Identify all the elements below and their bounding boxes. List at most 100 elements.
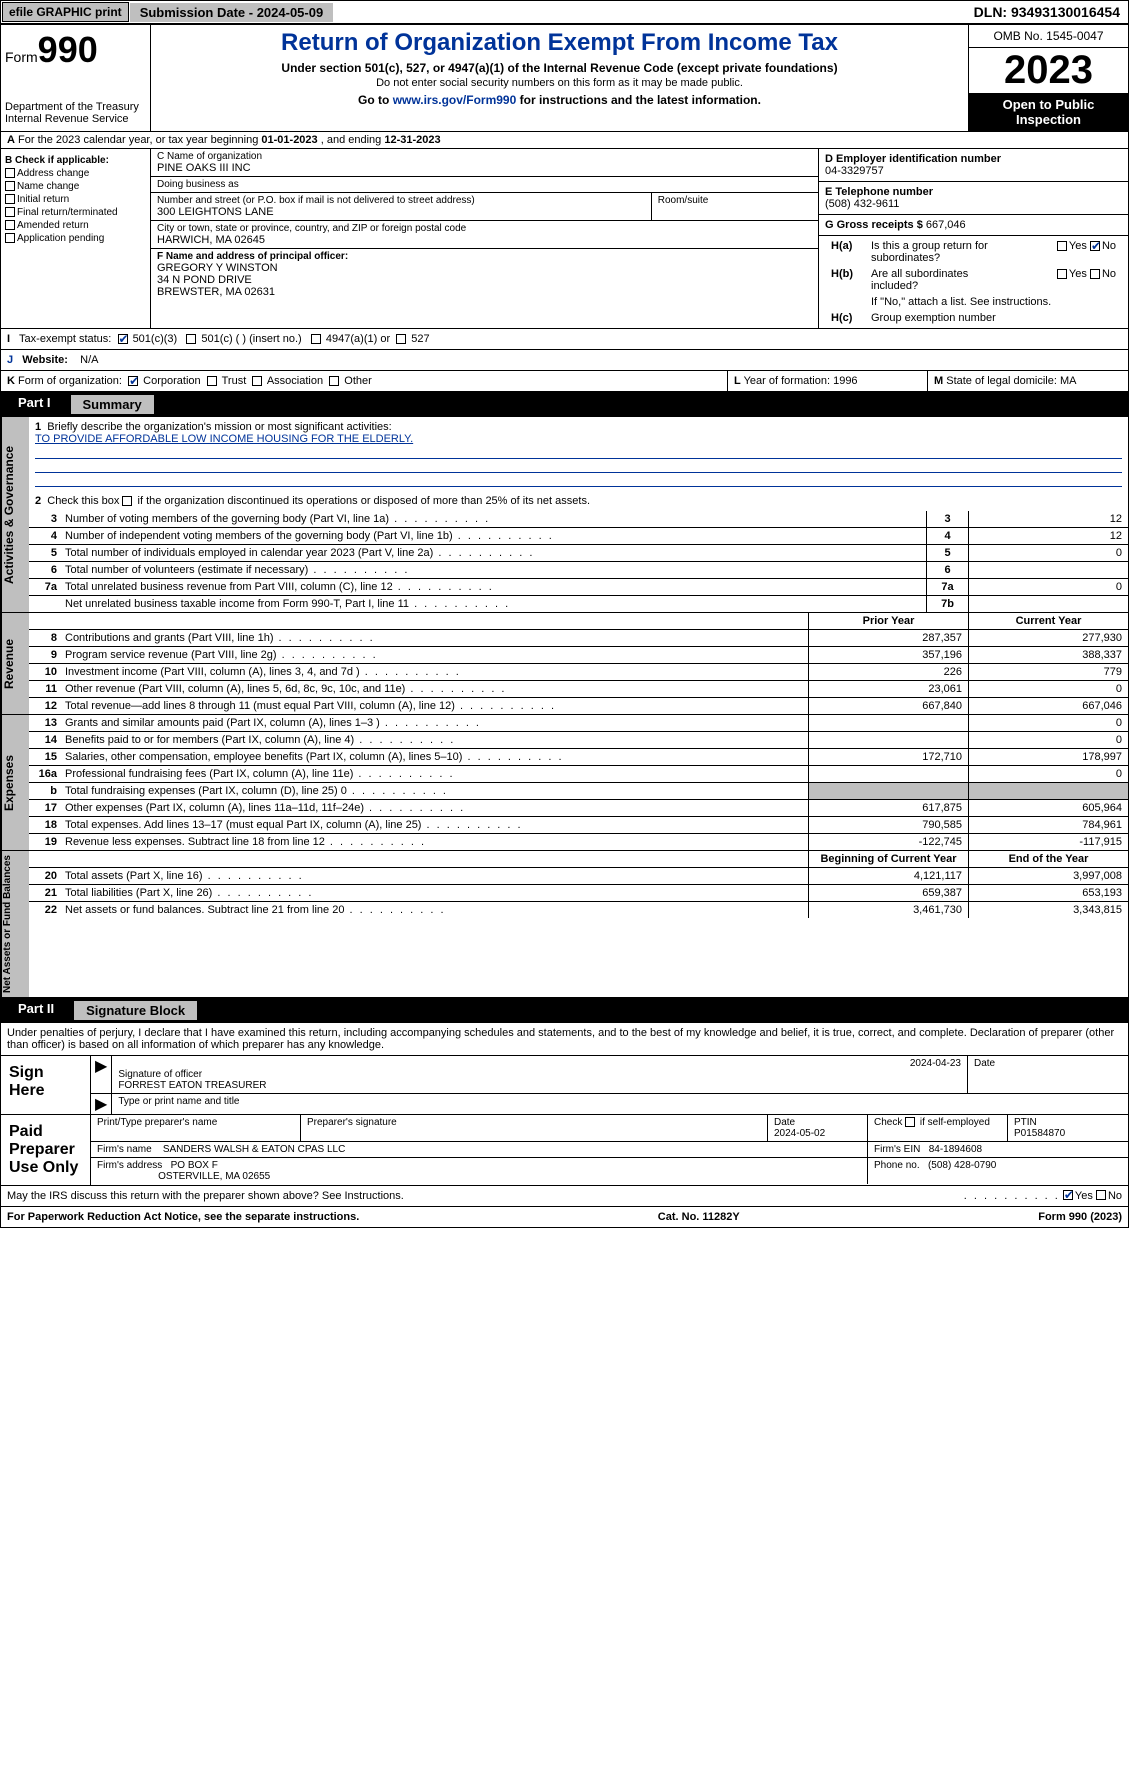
name-change-checkbox[interactable] <box>5 181 15 191</box>
phone-label: E Telephone number <box>825 186 1122 198</box>
hb-note: If "No," attach a list. See instructions… <box>871 296 1116 308</box>
sign-here-block: Sign Here ▶ 2024-04-23 Signature of offi… <box>0 1056 1129 1115</box>
527-checkbox[interactable] <box>396 334 406 344</box>
expense-line-17: 17Other expenses (Part IX, column (A), l… <box>29 800 1128 817</box>
expense-line-14: 14Benefits paid to or for members (Part … <box>29 732 1128 749</box>
preparer-name-label: Print/Type preparer's name <box>91 1115 301 1141</box>
ha-text: Is this a group return for subordinates? <box>871 240 996 264</box>
paid-preparer-block: Paid Preparer Use Only Print/Type prepar… <box>0 1115 1129 1186</box>
top-bar: efile GRAPHIC print Submission Date - 20… <box>0 0 1129 24</box>
hb-label: H(b) <box>831 268 871 292</box>
association-checkbox[interactable] <box>252 376 262 386</box>
expense-line-15: 15Salaries, other compensation, employee… <box>29 749 1128 766</box>
officer-city: BREWSTER, MA 02631 <box>157 286 812 298</box>
form-word: Form <box>5 49 38 65</box>
entity-info-block: B Check if applicable: Address change Na… <box>0 149 1129 329</box>
self-employed-check: Check if self-employed <box>868 1115 1008 1141</box>
activities-governance-tab: Activities & Governance <box>1 417 29 612</box>
4947-checkbox[interactable] <box>311 334 321 344</box>
department-label: Department of the Treasury Internal Reve… <box>5 101 146 125</box>
discuss-yes-checkbox[interactable] <box>1063 1190 1073 1200</box>
final-return-checkbox[interactable] <box>5 207 15 217</box>
preparer-sig-label: Preparer's signature <box>301 1115 768 1141</box>
expenses-tab: Expenses <box>1 715 29 850</box>
discontinued-checkbox[interactable] <box>122 496 132 506</box>
form990-link[interactable]: www.irs.gov/Form990 <box>393 93 517 107</box>
firm-address-1: PO BOX F <box>171 1160 218 1171</box>
paid-preparer-label: Paid Preparer Use Only <box>1 1115 91 1185</box>
arrow-icon: ▶ <box>91 1094 112 1114</box>
activities-governance-section: Activities & Governance 1 Briefly descri… <box>0 417 1129 613</box>
type-print-label: Type or print name and title <box>112 1094 1128 1114</box>
eoy-header: End of the Year <box>968 851 1128 867</box>
expenses-section: Expenses 13Grants and similar amounts pa… <box>0 715 1129 851</box>
ha-yes-checkbox[interactable] <box>1057 241 1067 251</box>
part-i-header: Part I Summary <box>0 392 1129 417</box>
current-year-header: Current Year <box>968 613 1128 629</box>
revenue-tab: Revenue <box>1 613 29 714</box>
ha-label: H(a) <box>831 240 871 264</box>
corporation-checkbox[interactable] <box>128 376 138 386</box>
hc-text: Group exemption number <box>871 312 1116 324</box>
firm-ein: 84-1894608 <box>929 1144 982 1155</box>
revenue-line-11: 11Other revenue (Part VIII, column (A), … <box>29 681 1128 698</box>
row-a-tax-year: A For the 2023 calendar year, or tax yea… <box>0 132 1129 149</box>
officer-name-title: FORREST EATON TREASURER <box>118 1080 961 1091</box>
form-page-label: Form 990 (2023) <box>1038 1211 1122 1223</box>
goto-instructions: Go to www.irs.gov/Form990 for instructio… <box>155 93 964 107</box>
mission-statement: TO PROVIDE AFFORDABLE LOW INCOME HOUSING… <box>35 433 413 445</box>
hc-label: H(c) <box>831 312 871 324</box>
street-value: 300 LEIGHTONS LANE <box>157 206 645 218</box>
year-formation: 1996 <box>833 375 857 387</box>
tax-year: 2023 <box>969 48 1128 93</box>
omb-number: OMB No. 1545-0047 <box>969 25 1128 48</box>
501c3-checkbox[interactable] <box>118 334 128 344</box>
revenue-line-12: 12Total revenue—add lines 8 through 11 (… <box>29 698 1128 714</box>
part-ii-header: Part II Signature Block <box>0 998 1129 1023</box>
revenue-line-10: 10Investment income (Part VIII, column (… <box>29 664 1128 681</box>
line-2-text: Check this box if the organization disco… <box>47 495 590 507</box>
section-b-checkboxes: B Check if applicable: Address change Na… <box>1 149 151 328</box>
street-label: Number and street (or P.O. box if mail i… <box>157 195 645 206</box>
form-header: Form990 Department of the Treasury Inter… <box>0 24 1129 132</box>
summary-line-3: 3Number of voting members of the governi… <box>29 511 1128 528</box>
officer-street: 34 N POND DRIVE <box>157 274 812 286</box>
dba-label: Doing business as <box>157 179 812 190</box>
website-value: N/A <box>80 354 98 366</box>
firm-phone: (508) 428-0790 <box>928 1160 996 1171</box>
ptin-value: P01584870 <box>1014 1128 1065 1139</box>
arrow-icon: ▶ <box>91 1056 112 1093</box>
initial-return-checkbox[interactable] <box>5 194 15 204</box>
irs-discuss-row: May the IRS discuss this return with the… <box>0 1186 1129 1207</box>
org-name-label: C Name of organization <box>157 151 812 162</box>
paperwork-notice: For Paperwork Reduction Act Notice, see … <box>7 1211 359 1223</box>
expense-line-13: 13Grants and similar amounts paid (Part … <box>29 715 1128 732</box>
perjury-statement: Under penalties of perjury, I declare th… <box>0 1023 1129 1056</box>
application-pending-checkbox[interactable] <box>5 233 15 243</box>
address-change-checkbox[interactable] <box>5 168 15 178</box>
hb-yes-checkbox[interactable] <box>1057 269 1067 279</box>
self-employed-checkbox[interactable] <box>905 1117 915 1127</box>
trust-checkbox[interactable] <box>207 376 217 386</box>
other-checkbox[interactable] <box>329 376 339 386</box>
net-assets-section: Net Assets or Fund Balances Beginning of… <box>0 851 1129 998</box>
sig-date: 2024-04-23 <box>118 1058 961 1069</box>
501c-checkbox[interactable] <box>186 334 196 344</box>
amended-return-checkbox[interactable] <box>5 220 15 230</box>
summary-line-4: 4Number of independent voting members of… <box>29 528 1128 545</box>
revenue-section: Revenue Prior Year Current Year 8Contrib… <box>0 613 1129 715</box>
ha-no-checkbox[interactable] <box>1090 241 1100 251</box>
submission-date-label: Submission Date - 2024-05-09 <box>130 3 334 22</box>
officer-label: F Name and address of principal officer: <box>157 251 812 262</box>
sig-officer-label: Signature of officer <box>118 1069 961 1080</box>
expense-line-19: 19Revenue less expenses. Subtract line 1… <box>29 834 1128 850</box>
efile-graphic-print-button[interactable]: efile GRAPHIC print <box>2 2 129 22</box>
ein-value: 04-3329757 <box>825 165 1122 177</box>
hb-no-checkbox[interactable] <box>1090 269 1100 279</box>
expense-line-16a: 16aProfessional fundraising fees (Part I… <box>29 766 1128 783</box>
netassets-line-21: 21Total liabilities (Part X, line 26)659… <box>29 885 1128 902</box>
org-name: PINE OAKS III INC <box>157 162 812 174</box>
discuss-no-checkbox[interactable] <box>1096 1190 1106 1200</box>
open-to-public-badge: Open to Public Inspection <box>969 93 1128 131</box>
gross-receipts-value: 667,046 <box>926 219 966 231</box>
